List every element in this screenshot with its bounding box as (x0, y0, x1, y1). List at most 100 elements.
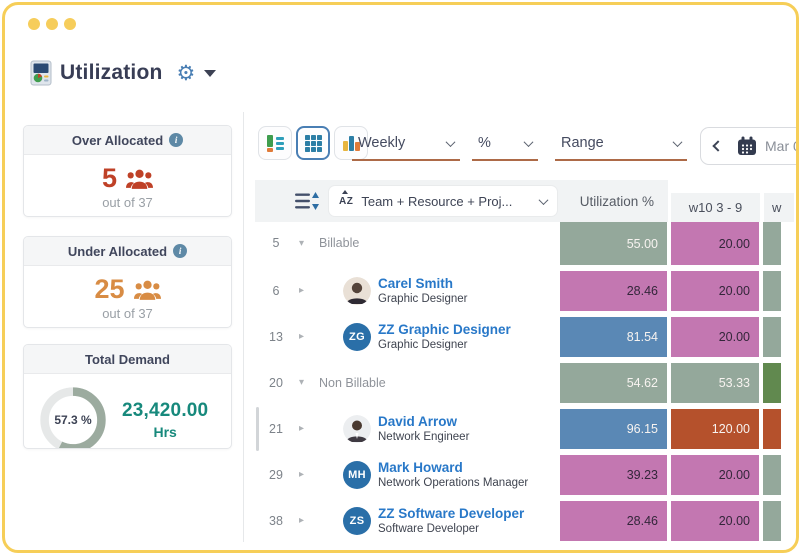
week-cell[interactable]: 53.33 (671, 363, 759, 403)
under-allocated-count: 25 (94, 274, 125, 304)
column-header-week[interactable]: w10 3 - 9 (671, 180, 760, 222)
resource-role: Network Operations Manager (378, 477, 529, 489)
grid-view-icon (304, 134, 322, 152)
utilization-cell[interactable]: 28.46 (560, 271, 667, 311)
info-icon[interactable]: i (169, 133, 184, 147)
avatar-initials[interactable]: MH (343, 461, 371, 489)
group-label: Billable (319, 236, 360, 250)
avatar-initials[interactable]: ZG (343, 323, 371, 351)
avatar-photo[interactable] (343, 277, 371, 305)
resource-name-link[interactable]: David Arrow (378, 414, 458, 429)
utilization-cell[interactable]: 39.23 (560, 455, 667, 495)
resource-role: Network Engineer (378, 431, 470, 443)
report-icon (30, 60, 52, 86)
expand-caret-icon[interactable]: ▸ (299, 515, 305, 526)
demand-percent: 57.3 % (54, 413, 92, 427)
date-navigator: Mar 0 (700, 127, 799, 165)
demand-donut-chart: 57.3 % (37, 384, 109, 448)
chevron-down-icon (672, 136, 683, 147)
sidebar-divider (243, 112, 244, 542)
window-dot[interactable] (64, 18, 76, 30)
expand-caret-icon[interactable]: ▸ (299, 469, 305, 480)
under-allocated-card: Under Allocated i 25 out of 37 (23, 236, 232, 328)
week-cell[interactable]: 20.00 (671, 271, 759, 311)
resource-name-link[interactable]: Mark Howard (378, 460, 463, 475)
resource-name-link[interactable]: ZZ Software Developer (378, 506, 525, 521)
gantt-view-button[interactable] (258, 126, 292, 160)
expand-caret-icon[interactable]: ▸ (299, 285, 305, 296)
next-week-cell (763, 222, 781, 265)
chart-view-button[interactable] (334, 126, 368, 160)
week-cell[interactable]: 20.00 (671, 455, 759, 495)
grid-view-button[interactable] (296, 126, 330, 160)
group-by-value: Team + Resource + Proj... (361, 193, 513, 209)
chevron-down-icon (538, 194, 549, 205)
resource-name-link[interactable]: Carel Smith (378, 276, 454, 291)
table-row-carel-smith[interactable]: 6 ▸ Carel Smith Graphic Designer 28.46 2… (255, 271, 795, 311)
next-week-cell (763, 501, 781, 541)
next-week-cell (763, 317, 781, 357)
settings-gear-icon[interactable]: ⚙ (176, 61, 196, 85)
table-row-zz-software-developer[interactable]: 38 ▸ ZS ZZ Software Developer Software D… (255, 501, 795, 541)
next-week-cell (763, 455, 781, 495)
over-allocated-title: Over Allocated (71, 132, 164, 148)
row-number: 6 (272, 284, 280, 298)
utilization-cell[interactable]: 55.00 (560, 222, 667, 265)
utilization-cell[interactable]: 96.15 (560, 409, 667, 449)
row-number: 21 (269, 422, 283, 436)
page-title: Utilization (60, 61, 163, 84)
chevron-down-icon (445, 136, 456, 147)
row-number: 38 (269, 514, 283, 528)
table-row-david-arrow[interactable]: 21 ▸ David Arrow Network Engineer 96.15 … (255, 407, 795, 451)
avatar-photo[interactable] (343, 415, 371, 443)
expand-caret-icon[interactable]: ▸ (299, 423, 305, 434)
table-row-mark-howard[interactable]: 29 ▸ MH Mark Howard Network Operations M… (255, 455, 795, 495)
prev-period-button[interactable] (712, 140, 724, 152)
period-select[interactable]: Weekly (352, 131, 460, 161)
title-dropdown-caret-icon[interactable] (204, 69, 217, 77)
row-number: 5 (272, 236, 280, 250)
week-cell[interactable]: 20.00 (671, 222, 759, 265)
row-number: 20 (269, 376, 283, 390)
expand-caret-icon[interactable]: ▸ (299, 331, 305, 342)
demand-hours-value: 23,420.00 (122, 400, 209, 421)
info-icon[interactable]: i (173, 244, 188, 258)
resource-role: Graphic Designer (378, 339, 468, 351)
week-cell[interactable]: 20.00 (671, 317, 759, 357)
collapse-caret-icon[interactable]: ▾ (299, 377, 305, 388)
chevron-down-icon (523, 136, 534, 147)
total-demand-title: Total Demand (85, 351, 170, 367)
table-row-group-billable[interactable]: 5 ▾ Billable 55.00 20.00 (255, 222, 795, 265)
expand-collapse-all-icon[interactable] (295, 192, 319, 210)
unit-select[interactable]: % (472, 131, 538, 161)
week-cell[interactable]: 20.00 (671, 501, 759, 541)
resource-role: Software Developer (378, 523, 479, 535)
next-week-cell (763, 271, 781, 311)
utilization-cell[interactable]: 28.46 (560, 501, 667, 541)
bar-chart-icon (343, 136, 360, 151)
people-icon (133, 280, 161, 300)
column-header-next-week: w (764, 180, 794, 222)
range-select[interactable]: Range (555, 131, 687, 161)
people-icon (126, 169, 154, 189)
table-row-group-non-billable[interactable]: 20 ▾ Non Billable 54.62 53.33 (255, 363, 795, 403)
date-range-text[interactable]: Mar 0 (765, 138, 799, 154)
range-select-value: Range (561, 135, 604, 151)
column-header-utilization[interactable]: Utilization % (560, 180, 662, 222)
resource-name-link[interactable]: ZZ Graphic Designer (378, 322, 511, 337)
over-allocated-card: Over Allocated i 5 out of 37 (23, 125, 232, 217)
table-row-zz-graphic-designer[interactable]: 13 ▸ ZG ZZ Graphic Designer Graphic Desi… (255, 317, 795, 357)
avatar-initials[interactable]: ZS (343, 507, 371, 535)
window-dot[interactable] (28, 18, 40, 30)
utilization-cell[interactable]: 54.62 (560, 363, 667, 403)
utilization-cell[interactable]: 81.54 (560, 317, 667, 357)
collapse-caret-icon[interactable]: ▾ (299, 238, 305, 249)
group-by-select[interactable]: AZ Team + Resource + Proj... (329, 186, 557, 216)
calendar-icon[interactable] (737, 136, 757, 156)
gantt-view-icon (267, 135, 284, 152)
group-label: Non Billable (319, 376, 386, 390)
week-cell[interactable]: 120.00 (671, 409, 759, 449)
window-dot[interactable] (46, 18, 58, 30)
